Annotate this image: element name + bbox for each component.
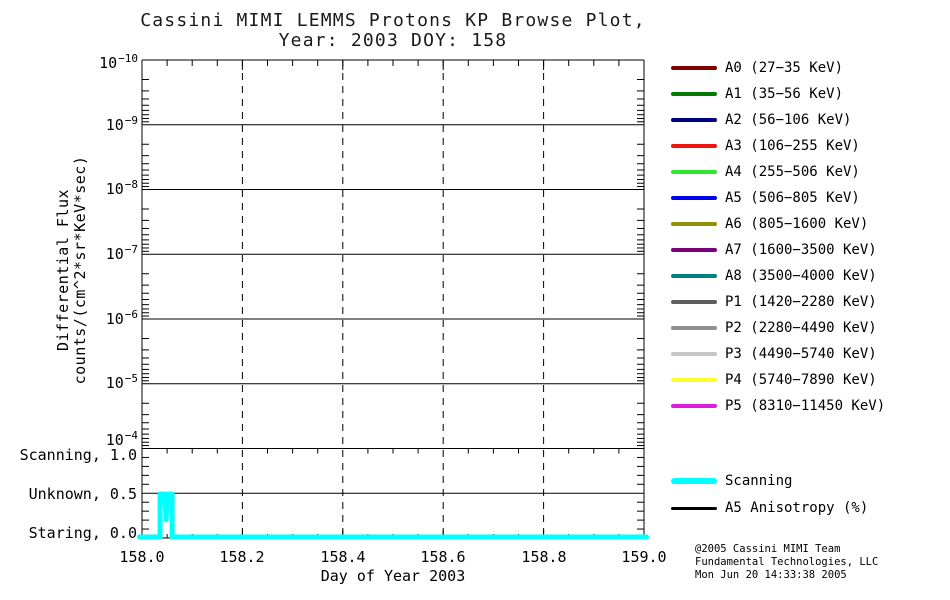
x-tick-158.0: 158.0 (119, 548, 165, 566)
a6-line-sample (671, 222, 717, 226)
legend-item-a0: A0 (27−35 KeV) (671, 59, 843, 77)
a3-line-sample (671, 144, 717, 148)
plot-title-line1: Cassini MIMI LEMMS Protons KP Browse Plo… (140, 10, 646, 31)
legend-item-a5: A5 (506−805 KeV) (671, 189, 860, 207)
plot-title-line2: Year: 2003 DOY: 158 (278, 30, 508, 51)
a7-line-sample (671, 248, 717, 252)
scanning-mode-line (137, 491, 649, 540)
a2-line-sample (671, 118, 717, 122)
a1-line-sample (671, 92, 717, 96)
p3-line-sample (671, 352, 717, 356)
legend-item-p4: P4 (5740−7890 KeV) (671, 371, 877, 389)
x-axis-title: Day of Year 2003 (320, 567, 466, 585)
x-tick-159.0: 159.0 (621, 548, 667, 566)
mode-tick-staring: Staring, 0.0 (28, 524, 137, 542)
legend-item-a4: A4 (255−506 KeV) (671, 163, 860, 181)
a4-line-sample (671, 170, 717, 174)
legend-item-scanning: Scanning (671, 472, 792, 490)
y-tick-1e-5: 10−5 (105, 372, 138, 392)
legend-item-a1: A1 (35−56 KeV) (671, 85, 843, 103)
y-tick-1e-8: 10−8 (105, 178, 138, 198)
p2-line-sample (671, 326, 717, 330)
x-tick-158.8: 158.8 (521, 548, 567, 566)
legend-item-p5: P5 (8310−11450 KeV) (671, 397, 885, 415)
credit-line3: Mon Jun 20 14:33:38 2005 (695, 569, 847, 581)
mode-tick-scanning: Scanning, 1.0 (19, 446, 137, 464)
legend-item-a5-anisotropy: A5 Anisotropy (%) (671, 499, 868, 517)
legend-item-a2: A2 (56−106 KeV) (671, 111, 851, 129)
x-tick-158.6: 158.6 (420, 548, 466, 566)
y-tick-1e-7: 10−7 (105, 243, 138, 263)
p4-line-sample (671, 378, 717, 382)
legend-item-a3: A3 (106−255 KeV) (671, 137, 860, 155)
legend-item-p3: P3 (4490−5740 KeV) (671, 345, 877, 363)
legend-item-p1: P1 (1420−2280 KeV) (671, 293, 877, 311)
y-tick-1e-6: 10−6 (105, 308, 138, 328)
y-tick-1e-4: 10−4 (105, 429, 138, 449)
y-tick-1e-10: 10−10 (99, 52, 138, 72)
credit-line1: @2005 Cassini MIMI Team (695, 543, 841, 555)
p1-line-sample (671, 300, 717, 304)
a0-line-sample (671, 66, 717, 70)
a5-line-sample (671, 196, 717, 200)
x-tick-158.2: 158.2 (219, 548, 265, 566)
anisotropy-line-sample (671, 506, 717, 510)
y-tick-1e-9: 10−9 (105, 114, 138, 134)
p5-line-sample (671, 404, 717, 408)
legend-item-a7: A7 (1600−3500 KeV) (671, 241, 877, 259)
legend-item-a6: A6 (805−1600 KeV) (671, 215, 868, 233)
a8-line-sample (671, 274, 717, 278)
mode-tick-unknown: Unknown, 0.5 (28, 485, 137, 503)
legend-item-a8: A8 (3500−4000 KeV) (671, 267, 877, 285)
scanning-line-sample (671, 478, 717, 484)
legend-item-p2: P2 (2280−4490 KeV) (671, 319, 877, 337)
credit-line2: Fundamental Technologies, LLC (695, 556, 879, 568)
x-tick-158.4: 158.4 (320, 548, 366, 566)
